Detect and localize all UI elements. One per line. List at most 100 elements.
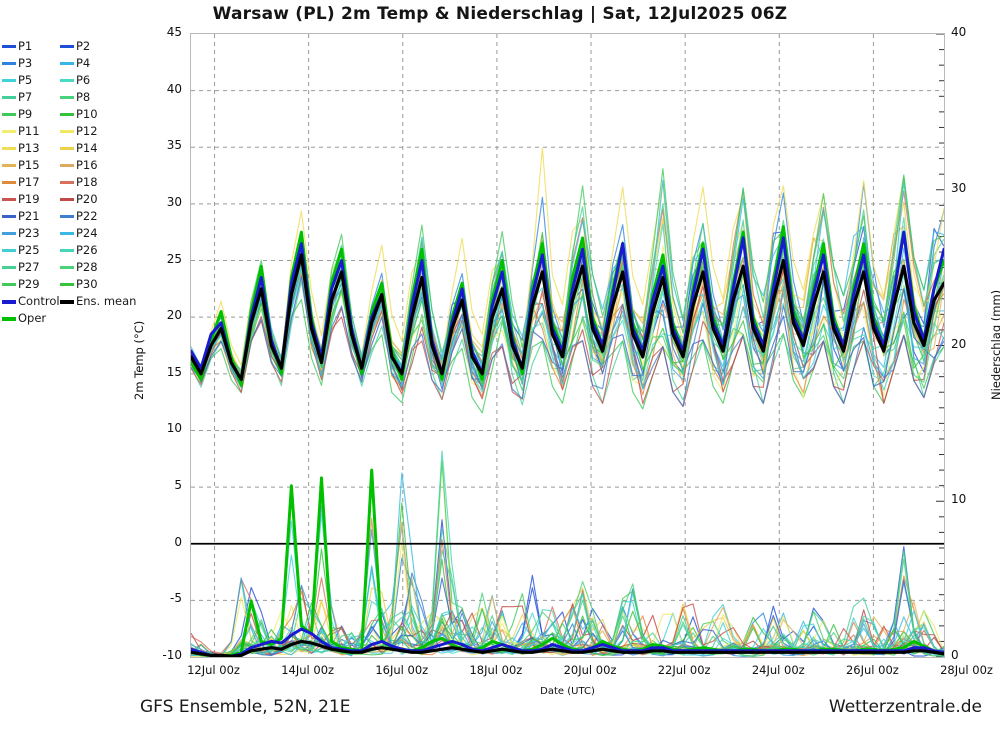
legend-item-label: P2 — [76, 38, 91, 53]
legend-color-swatch — [60, 96, 74, 99]
legend-item-label: P17 — [18, 174, 40, 189]
legend-item-label: P19 — [18, 191, 40, 206]
legend-item-p4[interactable]: P4 — [60, 55, 118, 70]
legend-item-p12[interactable]: P12 — [60, 123, 118, 138]
y-tick-label-left: 15 — [166, 364, 182, 379]
legend-color-swatch — [2, 232, 16, 235]
legend-color-swatch — [60, 79, 74, 82]
legend-item-p20[interactable]: P20 — [60, 191, 118, 206]
y-tick-label-right: 20 — [951, 336, 967, 351]
legend-item-label: P21 — [18, 208, 40, 223]
legend-color-swatch — [2, 181, 16, 184]
y-axis-label-left: 2m Temp (°C) — [132, 320, 146, 400]
legend-item-p23[interactable]: P23 — [2, 225, 60, 240]
legend-color-swatch — [60, 215, 74, 218]
legend-color-swatch — [60, 299, 74, 304]
legend-item-p11[interactable]: P11 — [2, 123, 60, 138]
legend-color-swatch — [2, 283, 16, 286]
legend-color-swatch — [60, 283, 74, 286]
legend-row: P5 P6 — [2, 72, 142, 89]
legend-item-p21[interactable]: P21 — [2, 208, 60, 223]
legend-item-label: P26 — [76, 242, 98, 257]
legend-item-label: P22 — [76, 208, 98, 223]
legend-color-swatch — [60, 147, 74, 150]
legend-color-swatch — [2, 198, 16, 201]
legend-item-p5[interactable]: P5 — [2, 74, 60, 87]
ensemble-spaghetti-plot — [191, 34, 944, 657]
legend-item-p14[interactable]: P14 — [60, 140, 118, 155]
legend-row: P23 P24 — [2, 225, 142, 242]
legend-item-label: P12 — [76, 123, 98, 138]
legend-color-swatch — [60, 266, 74, 269]
legend-row: P13 P14 — [2, 140, 142, 157]
legend-item-label: P11 — [18, 123, 40, 138]
legend-item-label: P20 — [76, 191, 98, 206]
legend-item-label: P18 — [76, 174, 98, 189]
legend-item-p28[interactable]: P28 — [60, 259, 118, 274]
legend-item-p8[interactable]: P8 — [60, 89, 118, 104]
x-tick-label: 12Jul 00z — [187, 663, 240, 677]
x-tick-label: 24Jul 00z — [751, 663, 805, 677]
y-tick-label-left: 20 — [166, 308, 182, 323]
legend-color-swatch — [60, 198, 74, 201]
legend-item-label: P16 — [76, 157, 98, 172]
legend-item-p6[interactable]: P6 — [60, 74, 118, 87]
legend-color-swatch — [2, 130, 16, 133]
legend-item-label: P24 — [76, 225, 98, 240]
legend-item-p18[interactable]: P18 — [60, 174, 118, 189]
legend-item-p29[interactable]: P29 — [2, 276, 60, 291]
legend-item-label: P10 — [76, 106, 98, 121]
legend-color-swatch — [2, 215, 16, 218]
legend-item-p10[interactable]: P10 — [60, 106, 118, 121]
legend-color-swatch — [60, 62, 74, 65]
legend-item-p16[interactable]: P16 — [60, 157, 118, 172]
y-tick-label-left: 35 — [166, 138, 182, 153]
legend-item-label: P15 — [18, 157, 40, 172]
legend-item-p25[interactable]: P25 — [2, 244, 60, 257]
precipitation-member-line — [191, 460, 944, 657]
legend-item-p22[interactable]: P22 — [60, 208, 118, 223]
legend-row: Oper — [2, 310, 142, 327]
legend-item-p24[interactable]: P24 — [60, 225, 118, 240]
x-tick-label: 26Jul 00z — [845, 663, 899, 677]
legend-item-p3[interactable]: P3 — [2, 57, 60, 70]
legend-item-control[interactable]: Control — [2, 293, 60, 308]
legend-item-p17[interactable]: P17 — [2, 174, 60, 189]
legend-color-swatch — [2, 96, 16, 99]
legend-item-label: P1 — [18, 38, 33, 53]
legend-item-p30[interactable]: P30 — [60, 278, 118, 291]
y-axis-label-right: Niederschlag (mm) — [989, 289, 1000, 400]
legend-color-swatch — [2, 62, 16, 65]
legend-item-label: P28 — [76, 259, 98, 274]
legend-item-p9[interactable]: P9 — [2, 108, 60, 121]
legend-row: P15 P16 — [2, 157, 142, 174]
legend-color-swatch — [60, 249, 74, 252]
legend-color-swatch — [2, 113, 16, 116]
legend-color-swatch — [60, 113, 74, 116]
legend: P1 P2 P3 P4 P5 P6 P7 P8 P9 P10 P11 P12 P13 P14 P15 P16 P… — [2, 38, 142, 327]
legend-item-p26[interactable]: P26 — [60, 242, 118, 257]
legend-item-oper[interactable]: Oper — [2, 312, 60, 325]
y-tick-label-left: 30 — [166, 194, 182, 209]
legend-item-p27[interactable]: P27 — [2, 261, 60, 274]
legend-item-p2[interactable]: P2 — [60, 38, 118, 53]
legend-item-label: P14 — [76, 140, 98, 155]
legend-item-label: P23 — [18, 225, 40, 240]
legend-color-swatch — [2, 299, 16, 304]
y-tick-label-left: 5 — [174, 478, 182, 493]
legend-color-swatch — [2, 79, 16, 82]
y-tick-label-right: 0 — [951, 648, 959, 662]
legend-item-label: P29 — [18, 276, 40, 291]
legend-item-label: P4 — [76, 55, 91, 70]
legend-item-label: Control — [18, 293, 60, 308]
legend-row: P7 P8 — [2, 89, 142, 106]
legend-row: P3 P4 — [2, 55, 142, 72]
legend-item-p19[interactable]: P19 — [2, 191, 60, 206]
legend-item-p7[interactable]: P7 — [2, 91, 60, 104]
legend-item-p1[interactable]: P1 — [2, 38, 60, 53]
legend-item-ens-mean[interactable]: Ens. mean — [60, 295, 140, 308]
legend-item-p13[interactable]: P13 — [2, 142, 60, 155]
legend-item-p15[interactable]: P15 — [2, 157, 60, 172]
legend-item-label: P8 — [76, 89, 91, 104]
temperature-ens-mean-line — [191, 253, 944, 382]
